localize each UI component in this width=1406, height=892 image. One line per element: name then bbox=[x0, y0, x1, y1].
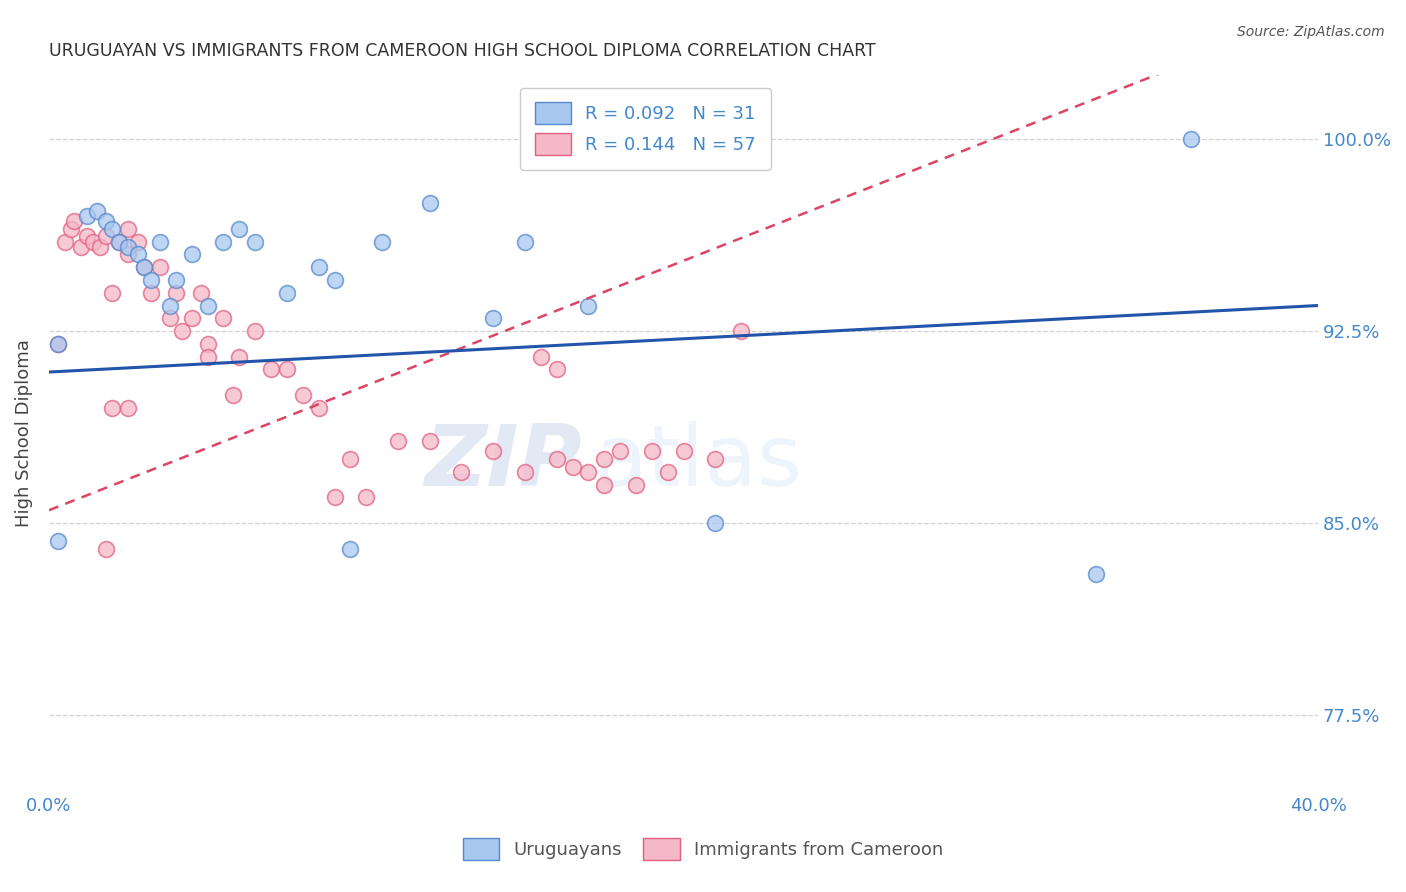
Point bbox=[609, 444, 631, 458]
Point bbox=[419, 434, 441, 449]
Point bbox=[371, 235, 394, 249]
Point bbox=[117, 401, 139, 415]
Point bbox=[482, 311, 505, 326]
Point bbox=[260, 362, 283, 376]
Point bbox=[197, 350, 219, 364]
Point bbox=[276, 285, 298, 300]
Point bbox=[212, 235, 235, 249]
Point bbox=[308, 260, 330, 274]
Point bbox=[530, 350, 553, 364]
Point bbox=[339, 452, 361, 467]
Point bbox=[546, 362, 568, 376]
Point bbox=[482, 444, 505, 458]
Point bbox=[139, 285, 162, 300]
Point bbox=[117, 240, 139, 254]
Point bbox=[117, 247, 139, 261]
Point bbox=[222, 388, 245, 402]
Point bbox=[624, 477, 647, 491]
Point bbox=[149, 260, 172, 274]
Point bbox=[101, 221, 124, 235]
Y-axis label: High School Diploma: High School Diploma bbox=[15, 340, 32, 527]
Point bbox=[593, 477, 616, 491]
Point bbox=[245, 235, 267, 249]
Point bbox=[60, 221, 83, 235]
Point bbox=[76, 209, 98, 223]
Point bbox=[117, 221, 139, 235]
Point bbox=[291, 388, 314, 402]
Point bbox=[139, 273, 162, 287]
Text: atlas: atlas bbox=[595, 421, 803, 504]
Point bbox=[180, 311, 202, 326]
Point bbox=[546, 452, 568, 467]
Point bbox=[513, 235, 536, 249]
Point bbox=[323, 491, 346, 505]
Point bbox=[134, 260, 156, 274]
Point bbox=[48, 533, 70, 548]
Point bbox=[127, 235, 149, 249]
Point bbox=[245, 324, 267, 338]
Point bbox=[704, 516, 727, 530]
Point bbox=[657, 465, 679, 479]
Point bbox=[107, 235, 129, 249]
Point bbox=[82, 235, 104, 249]
Point bbox=[86, 203, 108, 218]
Legend: R = 0.092   N = 31, R = 0.144   N = 57: R = 0.092 N = 31, R = 0.144 N = 57 bbox=[520, 87, 770, 169]
Point bbox=[593, 452, 616, 467]
Point bbox=[1180, 132, 1202, 146]
Text: Source: ZipAtlas.com: Source: ZipAtlas.com bbox=[1237, 25, 1385, 39]
Point bbox=[704, 452, 727, 467]
Point bbox=[419, 196, 441, 211]
Point bbox=[76, 229, 98, 244]
Point bbox=[276, 362, 298, 376]
Point bbox=[101, 285, 124, 300]
Point bbox=[197, 337, 219, 351]
Legend: Uruguayans, Immigrants from Cameroon: Uruguayans, Immigrants from Cameroon bbox=[450, 825, 956, 872]
Point bbox=[149, 235, 172, 249]
Point bbox=[180, 247, 202, 261]
Point bbox=[165, 285, 187, 300]
Point bbox=[172, 324, 194, 338]
Point bbox=[63, 214, 86, 228]
Point bbox=[228, 350, 250, 364]
Point bbox=[134, 260, 156, 274]
Point bbox=[228, 221, 250, 235]
Point bbox=[159, 298, 181, 312]
Text: URUGUAYAN VS IMMIGRANTS FROM CAMEROON HIGH SCHOOL DIPLOMA CORRELATION CHART: URUGUAYAN VS IMMIGRANTS FROM CAMEROON HI… bbox=[49, 42, 876, 60]
Point bbox=[356, 491, 378, 505]
Point bbox=[94, 214, 117, 228]
Point bbox=[641, 444, 664, 458]
Point bbox=[101, 401, 124, 415]
Point bbox=[730, 324, 752, 338]
Point bbox=[308, 401, 330, 415]
Point bbox=[561, 459, 583, 474]
Point bbox=[1085, 567, 1108, 582]
Point bbox=[48, 337, 70, 351]
Point bbox=[69, 240, 91, 254]
Point bbox=[339, 541, 361, 556]
Point bbox=[94, 229, 117, 244]
Point bbox=[576, 465, 599, 479]
Point bbox=[212, 311, 235, 326]
Point bbox=[323, 273, 346, 287]
Point bbox=[94, 541, 117, 556]
Point bbox=[190, 285, 212, 300]
Point bbox=[165, 273, 187, 287]
Point bbox=[672, 444, 695, 458]
Point bbox=[48, 337, 70, 351]
Point bbox=[89, 240, 111, 254]
Point bbox=[513, 465, 536, 479]
Point bbox=[53, 235, 76, 249]
Point bbox=[387, 434, 409, 449]
Point bbox=[197, 298, 219, 312]
Text: ZIP: ZIP bbox=[425, 421, 582, 504]
Point bbox=[450, 465, 472, 479]
Point bbox=[159, 311, 181, 326]
Point bbox=[127, 247, 149, 261]
Point bbox=[576, 298, 599, 312]
Point bbox=[107, 235, 129, 249]
